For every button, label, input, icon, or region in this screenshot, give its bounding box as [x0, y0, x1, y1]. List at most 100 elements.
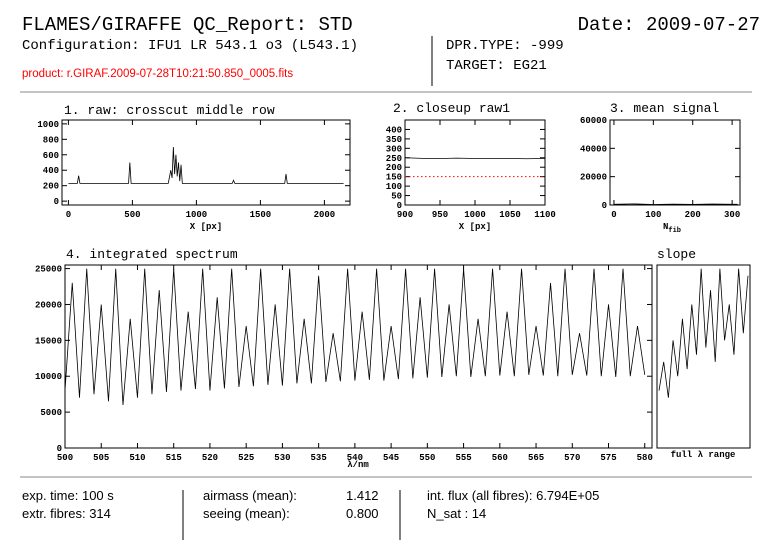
- airmass-label: airmass (mean):: [203, 488, 297, 503]
- x-axis-label-main: X [px]: [459, 222, 491, 232]
- x-axis-label: X [px]: [459, 222, 491, 232]
- y-tick-label: 50: [391, 192, 402, 202]
- x-tick-label: 200: [685, 210, 701, 220]
- x-tick-label: 545: [383, 453, 399, 463]
- x-tick-label: 900: [397, 210, 413, 220]
- x-tick-label: 1000: [464, 210, 486, 220]
- x-tick-label: 520: [202, 453, 218, 463]
- x-tick-label: 1000: [186, 210, 208, 220]
- data-line: [68, 147, 344, 184]
- panel-title: 2. closeup raw1: [393, 101, 510, 116]
- data-line: [404, 157, 546, 160]
- chart-panel: 3. mean signal 0 20000 40000 60000 0 100 200 300…: [580, 101, 741, 235]
- x-tick-label: 570: [564, 453, 580, 463]
- x-tick-label: 0: [66, 210, 71, 220]
- x-tick-label: 550: [419, 453, 435, 463]
- plot-frame: [64, 264, 653, 449]
- footer: exp. time: 100 s extr. fibres: 314 airma…: [22, 488, 599, 540]
- int-flux: int. flux (all fibres): 6.794E+05: [427, 488, 599, 503]
- header: FLAMES/GIRAFFE QC_Report: STD Date: 2009…: [22, 14, 760, 86]
- y-tick-label: 1000: [37, 120, 59, 130]
- panel-title: 3. mean signal: [610, 101, 719, 116]
- x-tick-label: 510: [129, 453, 145, 463]
- data-line: [64, 268, 646, 405]
- y-tick-label: 350: [386, 135, 402, 145]
- x-tick-label: 0: [611, 210, 616, 220]
- x-axis-label: λ/nm: [347, 460, 369, 470]
- y-tick-label: 60000: [580, 116, 607, 126]
- x-tick-label: 530: [274, 453, 290, 463]
- x-tick-label: 100: [645, 210, 661, 220]
- exp-time: exp. time: 100 s: [22, 488, 114, 503]
- panel-title: 1. raw: crosscut middle row: [64, 103, 275, 118]
- panel-title: slope: [657, 247, 696, 262]
- plot-frame: [656, 264, 751, 449]
- x-axis-label-main: λ/nm: [347, 460, 369, 470]
- seeing-label: seeing (mean):: [203, 506, 290, 521]
- x-axis-label-main: full λ range: [671, 450, 736, 460]
- y-tick-label: 400: [43, 166, 59, 176]
- chart-panel: 1. raw: crosscut middle row 0 200 400 600 800…: [37, 103, 351, 232]
- chart-panel: 4. integrated spectrum 0 5000 10000 15000 200…: [35, 247, 653, 470]
- y-tick-label: 600: [43, 151, 59, 161]
- y-tick-label: 40000: [580, 144, 607, 154]
- report-title: FLAMES/GIRAFFE QC_Report: STD: [22, 14, 353, 36]
- x-tick-label: 555: [455, 453, 471, 463]
- airmass: 1.412: [346, 488, 379, 503]
- x-axis-label-main: N: [663, 222, 668, 232]
- x-tick-label: 580: [637, 453, 653, 463]
- x-tick-label: 500: [57, 453, 73, 463]
- y-tick-label: 15000: [35, 336, 62, 346]
- plot-frame: [61, 119, 351, 206]
- data-line: [613, 203, 738, 205]
- y-tick-label: 0: [602, 201, 607, 211]
- plot-frame: [609, 119, 741, 206]
- x-axis-label-main: X [px]: [190, 222, 222, 232]
- x-tick-label: 1500: [250, 210, 272, 220]
- y-tick-label: 25000: [35, 265, 62, 275]
- extr-fibres: extr. fibres: 314: [22, 506, 111, 521]
- x-tick-label: 535: [311, 453, 327, 463]
- product: product: r.GIRAF.2009-07-28T10:21:50.850…: [22, 68, 293, 80]
- y-tick-label: 800: [43, 135, 59, 145]
- y-tick-label: 150: [386, 173, 402, 183]
- x-tick-label: 525: [238, 453, 254, 463]
- y-tick-label: 20000: [580, 173, 607, 183]
- target: TARGET: EG21: [446, 58, 547, 74]
- report-date: Date: 2009-07-27: [578, 14, 760, 36]
- y-tick-label: 20000: [35, 300, 62, 310]
- y-tick-label: 0: [397, 201, 402, 211]
- x-tick-label: 950: [432, 210, 448, 220]
- y-tick-label: 400: [386, 125, 402, 135]
- configuration: Configuration: IFU1 LR 543.1 o3 (L543.1): [22, 38, 358, 54]
- y-tick-label: 300: [386, 144, 402, 154]
- x-axis-label: Nfib: [663, 222, 681, 235]
- x-tick-label: 505: [93, 453, 109, 463]
- x-axis-label-sub: fib: [668, 227, 681, 235]
- seeing: 0.800: [346, 506, 379, 521]
- x-tick-label: 2000: [314, 210, 336, 220]
- y-tick-label: 250: [386, 154, 402, 164]
- x-tick-label: 540: [347, 453, 363, 463]
- n-sat: N_sat : 14: [427, 506, 486, 521]
- y-tick-label: 0: [57, 444, 62, 454]
- x-tick-label: 575: [600, 453, 616, 463]
- y-tick-label: 200: [43, 182, 59, 192]
- y-tick-label: 200: [386, 163, 402, 173]
- chart-panel: slope full λ range: [656, 247, 751, 460]
- x-tick-label: 1050: [499, 210, 521, 220]
- y-tick-label: 5000: [40, 408, 62, 418]
- x-tick-label: 500: [124, 210, 140, 220]
- plot-frame: [404, 119, 546, 206]
- x-tick-label: 515: [166, 453, 182, 463]
- y-tick-label: 100: [386, 182, 402, 192]
- panel-title: 4. integrated spectrum: [66, 247, 238, 262]
- dpr-type: DPR.TYPE: -999: [446, 38, 564, 54]
- y-tick-label: 0: [54, 197, 59, 207]
- x-tick-label: 560: [492, 453, 508, 463]
- x-tick-label: 300: [724, 210, 740, 220]
- x-tick-label: 1100: [534, 210, 556, 220]
- x-axis-label: full λ range: [671, 450, 736, 460]
- data-line: [658, 268, 749, 398]
